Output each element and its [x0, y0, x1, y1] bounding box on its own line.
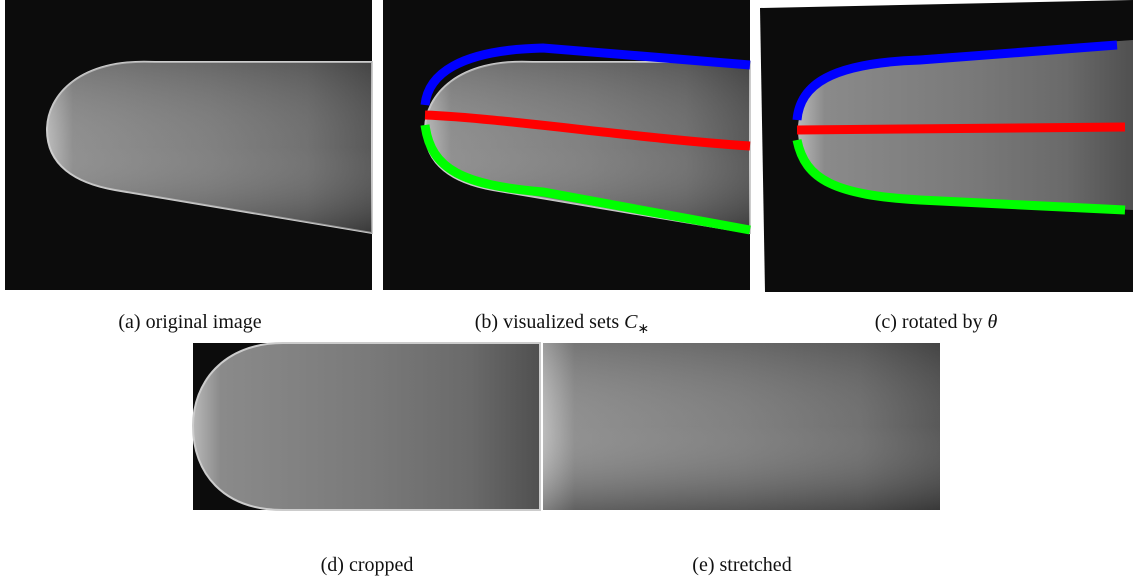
caption-text: cropped [349, 554, 413, 576]
caption-label: (e) [692, 554, 714, 576]
figure: (a) original image (b) visualized sets C… [0, 0, 1133, 587]
caption: (d) cropped [321, 554, 414, 576]
caption-math: θ [987, 311, 997, 333]
image-stretched [543, 343, 940, 510]
image-cropped [193, 343, 540, 510]
caption-math: C [624, 311, 638, 333]
caption-label: (a) [118, 311, 140, 333]
caption-label: (d) [321, 554, 344, 576]
caption-text: stretched [720, 554, 792, 576]
image-original [5, 0, 372, 290]
caption-text: visualized sets [503, 311, 619, 333]
caption: (a) original image [118, 311, 261, 333]
caption: (e) stretched [692, 554, 791, 576]
image-visualized [383, 0, 750, 290]
caption-text: rotated by [902, 311, 983, 333]
caption-label: (c) [875, 311, 897, 333]
caption-text: original image [146, 311, 262, 333]
caption-label: (b) [475, 311, 498, 333]
caption-math-sub: ∗ [638, 322, 650, 337]
caption: (b) visualized sets C∗ [475, 311, 650, 337]
image-rotated [760, 0, 1133, 292]
caption: (c) rotated by θ [875, 311, 998, 333]
